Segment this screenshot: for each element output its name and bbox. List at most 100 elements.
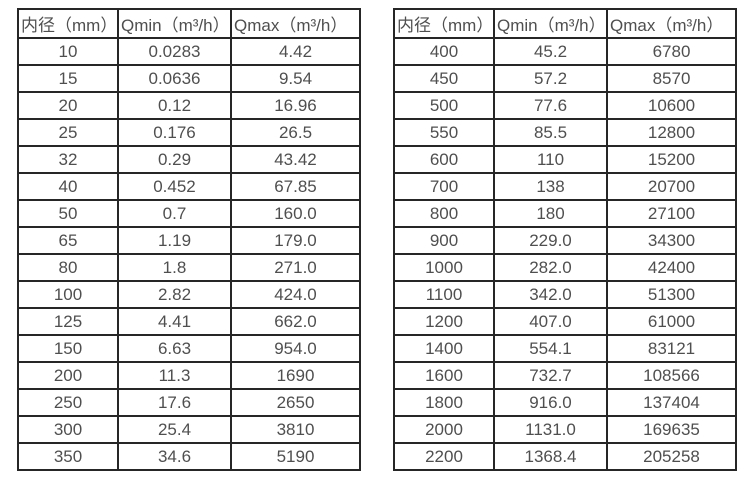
table-cell: 205258 — [606, 442, 737, 471]
table-cell: 954.0 — [230, 334, 361, 363]
table-row: 25 0.176 26.5 — [17, 118, 361, 147]
table-body: 400 45.2 6780 450 57.2 8570 500 77.6 10600 550 85.… — [393, 37, 737, 471]
table-cell: 9.54 — [230, 64, 361, 93]
table-row: 2200 1368.4 205258 — [393, 442, 737, 471]
table-cell: 400 — [393, 37, 495, 66]
table-cell: 554.1 — [493, 334, 608, 363]
flow-table-small-diameters: 内径（mm） Qmin（m³/h） Qmax（m³/h） 10 0.0283 4.4… — [17, 8, 361, 471]
table-row: 125 4.41 662.0 — [17, 307, 361, 336]
table-cell: 1690 — [230, 361, 361, 390]
table-cell: 200 — [17, 361, 119, 390]
table-row: 10 0.0283 4.42 — [17, 37, 361, 66]
table-cell: 4.42 — [230, 37, 361, 66]
table-cell: 2.82 — [117, 280, 232, 309]
table-row: 700 138 20700 — [393, 172, 737, 201]
table-cell: 1400 — [393, 334, 495, 363]
table-cell: 61000 — [606, 307, 737, 336]
table-row: 550 85.5 12800 — [393, 118, 737, 147]
table-cell: 11.3 — [117, 361, 232, 390]
table-header: 内径（mm） Qmin（m³/h） Qmax（m³/h） — [17, 8, 361, 39]
table-cell: 85.5 — [493, 118, 608, 147]
table-header: 内径（mm） Qmin（m³/h） Qmax（m³/h） — [393, 8, 737, 39]
table-row: 65 1.19 179.0 — [17, 226, 361, 255]
table-cell: 50 — [17, 199, 119, 228]
table-cell: 662.0 — [230, 307, 361, 336]
table-cell: 500 — [393, 91, 495, 120]
table-cell: 12800 — [606, 118, 737, 147]
column-header-qmax: Qmax（m³/h） — [230, 8, 361, 39]
table-cell: 4.41 — [117, 307, 232, 336]
table-cell: 34.6 — [117, 442, 232, 471]
table-row: 80 1.8 271.0 — [17, 253, 361, 282]
table-cell: 20 — [17, 91, 119, 120]
table-cell: 1.8 — [117, 253, 232, 282]
table-row: 900 229.0 34300 — [393, 226, 737, 255]
table-cell: 2200 — [393, 442, 495, 471]
table-row: 1600 732.7 108566 — [393, 361, 737, 390]
table-cell: 150 — [17, 334, 119, 363]
table-cell: 65 — [17, 226, 119, 255]
table-cell: 1600 — [393, 361, 495, 390]
table-row: 1100 342.0 51300 — [393, 280, 737, 309]
table-cell: 1100 — [393, 280, 495, 309]
table-cell: 1000 — [393, 253, 495, 282]
table-cell: 300 — [17, 415, 119, 444]
table-header-row: 内径（mm） Qmin（m³/h） Qmax（m³/h） — [393, 8, 737, 39]
column-header-qmin: Qmin（m³/h） — [117, 8, 232, 39]
table-cell: 110 — [493, 145, 608, 174]
table-cell: 800 — [393, 199, 495, 228]
table-cell: 1368.4 — [493, 442, 608, 471]
table-cell: 550 — [393, 118, 495, 147]
table-row: 1200 407.0 61000 — [393, 307, 737, 336]
table-row: 400 45.2 6780 — [393, 37, 737, 66]
table-cell: 32 — [17, 145, 119, 174]
table-row: 32 0.29 43.42 — [17, 145, 361, 174]
table-row: 1400 554.1 83121 — [393, 334, 737, 363]
table-cell: 282.0 — [493, 253, 608, 282]
column-header-diameter: 内径（mm） — [17, 8, 119, 39]
table-cell: 17.6 — [117, 388, 232, 417]
table-cell: 0.176 — [117, 118, 232, 147]
table-cell: 0.7 — [117, 199, 232, 228]
table-cell: 1800 — [393, 388, 495, 417]
table-row: 600 110 15200 — [393, 145, 737, 174]
table-row: 300 25.4 3810 — [17, 415, 361, 444]
table-cell: 43.42 — [230, 145, 361, 174]
table-cell: 67.85 — [230, 172, 361, 201]
table-cell: 0.452 — [117, 172, 232, 201]
table-cell: 424.0 — [230, 280, 361, 309]
table-cell: 1.19 — [117, 226, 232, 255]
table-cell: 0.12 — [117, 91, 232, 120]
table-cell: 8570 — [606, 64, 737, 93]
table-cell: 160.0 — [230, 199, 361, 228]
table-cell: 1200 — [393, 307, 495, 336]
table-cell: 450 — [393, 64, 495, 93]
table-row: 350 34.6 5190 — [17, 442, 361, 471]
table-cell: 25 — [17, 118, 119, 147]
flow-tables-container: 内径（mm） Qmin（m³/h） Qmax（m³/h） 10 0.0283 4.4… — [17, 8, 737, 471]
table-cell: 407.0 — [493, 307, 608, 336]
table-cell: 25.4 — [117, 415, 232, 444]
table-cell: 6.63 — [117, 334, 232, 363]
column-header-qmin: Qmin（m³/h） — [493, 8, 608, 39]
table-cell: 900 — [393, 226, 495, 255]
table-cell: 108566 — [606, 361, 737, 390]
table-cell: 57.2 — [493, 64, 608, 93]
table-cell: 342.0 — [493, 280, 608, 309]
table-cell: 83121 — [606, 334, 737, 363]
table-cell: 229.0 — [493, 226, 608, 255]
table-cell: 100 — [17, 280, 119, 309]
table-cell: 180 — [493, 199, 608, 228]
table-cell: 1131.0 — [493, 415, 608, 444]
table-row: 450 57.2 8570 — [393, 64, 737, 93]
table-cell: 15 — [17, 64, 119, 93]
table-cell: 16.96 — [230, 91, 361, 120]
table-cell: 0.29 — [117, 145, 232, 174]
table-row: 1800 916.0 137404 — [393, 388, 737, 417]
table-cell: 125 — [17, 307, 119, 336]
table-cell: 179.0 — [230, 226, 361, 255]
table-row: 50 0.7 160.0 — [17, 199, 361, 228]
table-cell: 15200 — [606, 145, 737, 174]
table-cell: 5190 — [230, 442, 361, 471]
table-row: 200 11.3 1690 — [17, 361, 361, 390]
